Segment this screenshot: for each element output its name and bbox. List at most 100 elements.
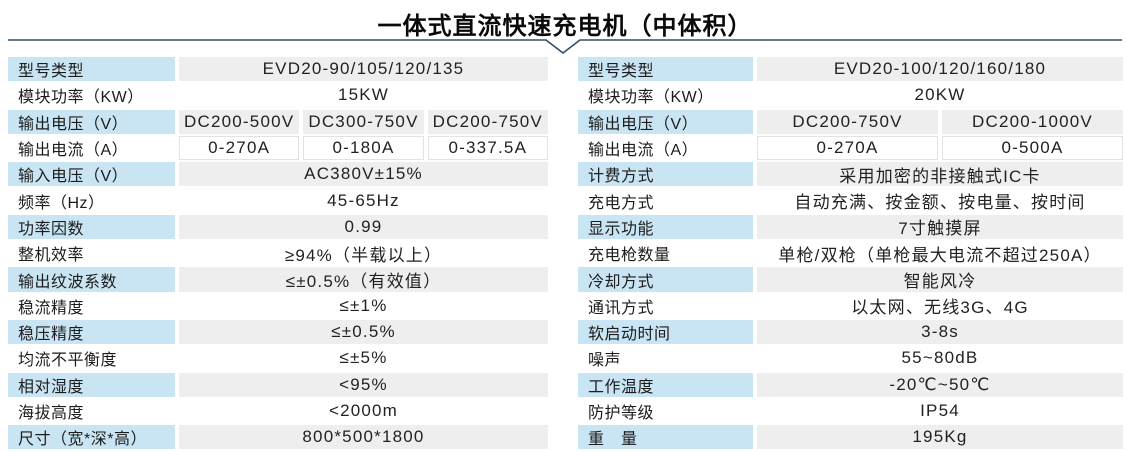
spec-value: 15KW [337,85,390,105]
table-row: 尺寸（宽*深*高） 800*500*1800 [8,425,548,450]
table-row: 整机效率 ≥94%（半载以上） [8,241,548,265]
spec-values: 单枪/双枪（单枪最大电流不超过250A） [757,241,1123,265]
spec-value: 55~80dB [901,348,979,368]
spec-value: EVD20-100/120/160/180 [757,57,1123,82]
spec-label: 工作温度 [578,372,753,397]
spec-values: EVD20-90/105/120/135 [179,57,548,82]
spec-value: ≤±0.5%（有效值） [179,267,548,292]
table-row: 工作温度 -20℃~50℃ [578,372,1123,397]
spec-label: 模块功率（KW） [588,89,714,107]
spec-value: 0-337.5A [427,135,548,161]
spec-label: 均流不平衡度 [18,352,118,370]
spec-value: 195Kg [757,425,1123,450]
spec-values: 55~80dB [757,346,1123,370]
spec-value: 800*500*1800 [179,425,548,450]
spec-value: 0-500A [942,135,1123,161]
table-row: 通讯方式 以太网、无线3G、4G [578,294,1123,318]
table-row: 海拔高度 <2000m [8,399,548,423]
spec-values: 45-65Hz [179,188,548,212]
table-row: 输出电压（V） DC200-500V DC300-750V DC200-750V [8,109,548,134]
spec-label: 模块功率（KW） [18,89,144,107]
spec-values: ≤±0.5%（有效值） [179,267,548,292]
spec-label: 型号类型 [8,57,175,82]
spec-label: 稳流精度 [18,299,85,317]
spec-values: 采用加密的非接触式IC卡 [757,162,1123,187]
table-row: 防护等级 IP54 [578,399,1123,423]
spec-label: 功率因数 [8,214,175,240]
spec-label: 计费方式 [578,162,753,187]
spec-values: ≤±5% [179,346,548,370]
divider-line [8,39,1122,55]
spec-values: 3-8s [757,319,1123,345]
spec-label: 软启动时间 [578,319,753,345]
spec-label: 通讯方式 [588,299,655,317]
spec-values: EVD20-100/120/160/180 [757,57,1123,82]
table-row: 软启动时间 3-8s [578,319,1123,345]
spec-label: 相对湿度 [8,372,175,397]
spec-value: AC380V±15% [179,162,548,187]
spec-values: -20℃~50℃ [757,372,1123,397]
spec-values: ≥94%（半载以上） [179,241,548,265]
spec-label: 防护等级 [588,405,655,422]
spec-value: ≤±1% [339,295,388,315]
table-row: 输出电压（V） DC200-750V DC200-1000V [578,109,1123,134]
spec-value: IP54 [920,401,960,420]
spec-values: 15KW [179,83,548,107]
spec-values: 20KW [757,83,1123,107]
page-title: 一体式直流快速充电机（中体积） [377,13,753,40]
spec-label: 输出电压（V） [578,109,753,134]
spec-value: 45-65Hz [327,190,400,210]
spec-label: 输出电流（A） [18,142,129,160]
spec-value: ≥94%（半载以上） [284,245,443,265]
spec-value: 0-270A [757,135,938,161]
table-row: 功率因数 0.99 [8,214,548,240]
table-row: 充电方式 自动充满、按金额、按电量、按时间 [578,188,1123,212]
table-row: 相对湿度 <95% [8,372,548,397]
spec-table-left: 型号类型 EVD20-90/105/120/135 模块功率（KW） 15KW 输出电压… [8,57,548,451]
spec-label: 海拔高度 [18,405,85,422]
spec-value: 3-8s [757,319,1123,345]
spec-tables-container: 型号类型 EVD20-90/105/120/135 模块功率（KW） 15KW 输出电压… [8,57,1123,451]
spec-value: 智能风冷 [757,267,1123,292]
spec-value: ≤±0.5% [179,319,548,345]
spec-value: 采用加密的非接触式IC卡 [757,162,1123,187]
spec-values: 0.99 [179,214,548,240]
spec-values: DC200-750V DC200-1000V [757,109,1123,134]
spec-value: -20℃~50℃ [757,372,1123,397]
spec-label: 尺寸（宽*深*高） [8,425,175,450]
spec-values: <2000m [179,399,548,423]
table-row: 型号类型 EVD20-100/120/160/180 [578,57,1123,82]
spec-label: 频率（Hz） [18,194,105,212]
spec-label: 噪声 [588,352,622,370]
spec-value: 0-270A [179,135,300,161]
spec-label: 输出纹波系数 [8,267,175,292]
spec-value: 20KW [914,85,966,105]
table-row: 重 量 195Kg [578,425,1123,450]
table-row: 模块功率（KW） 20KW [578,83,1123,107]
spec-label: 输出电压（V） [8,109,175,134]
spec-label: 显示功能 [578,214,753,240]
spec-values: 智能风冷 [757,267,1123,292]
spec-value: <2000m [328,401,399,420]
spec-value: 7寸触摸屏 [757,214,1123,240]
table-row: 输入电压（V） AC380V±15% [8,162,548,187]
spec-label: 型号类型 [578,57,753,82]
spec-values: <95% [179,372,548,397]
spec-label: 冷却方式 [578,267,753,292]
spec-label: 充电枪数量 [588,247,671,265]
spec-value: DC200-1000V [942,109,1123,134]
spec-values: ≤±0.5% [179,319,548,345]
table-row: 型号类型 EVD20-90/105/120/135 [8,57,548,82]
spec-label: 整机效率 [18,247,85,265]
table-row: 稳压精度 ≤±0.5% [8,319,548,345]
table-row: 输出电流（A） 0-270A 0-500A [578,135,1123,161]
spec-values: IP54 [757,399,1123,423]
spec-values: 195Kg [757,425,1123,450]
spec-values: 7寸触摸屏 [757,214,1123,240]
spec-values: DC200-500V DC300-750V DC200-750V [179,109,548,134]
table-row: 频率（Hz） 45-65Hz [8,188,548,212]
spec-label: 充电方式 [588,194,655,212]
spec-value: DC200-500V [179,109,300,134]
spec-values: 800*500*1800 [179,425,548,450]
